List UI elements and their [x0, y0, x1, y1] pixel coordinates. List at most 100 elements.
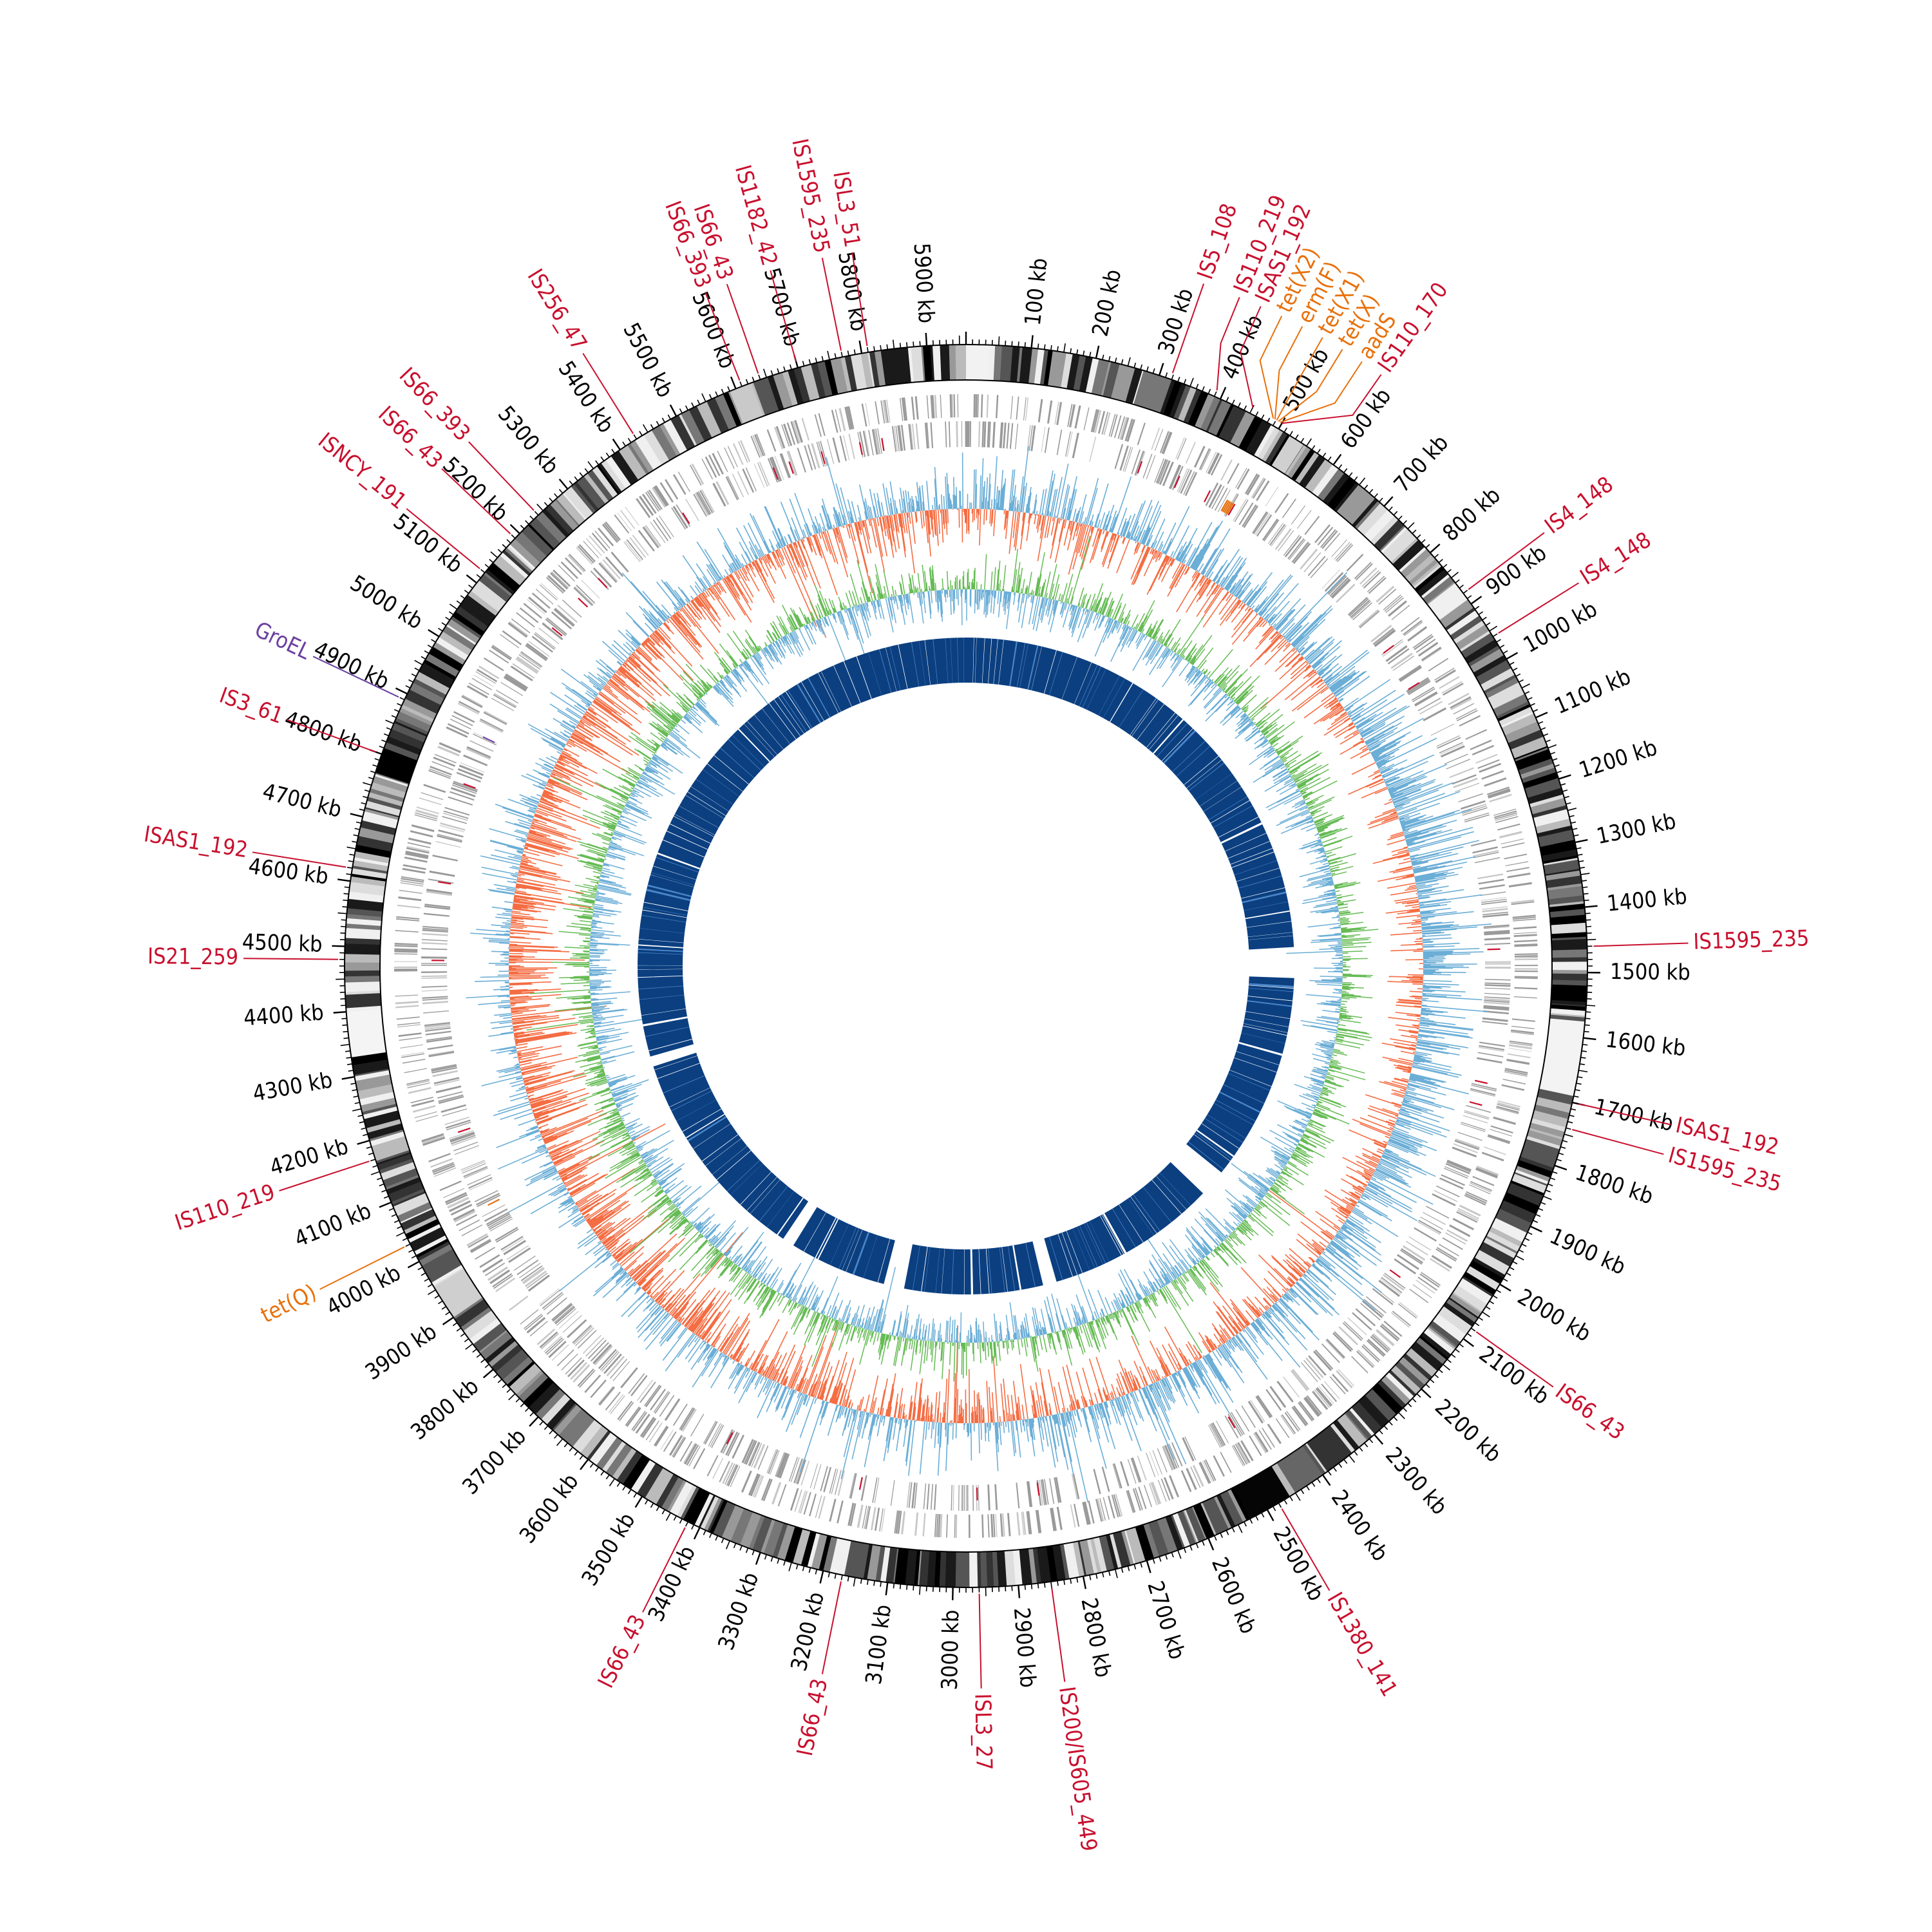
ideogram-band	[1547, 886, 1584, 900]
cds-feature	[592, 567, 612, 588]
tick-mark	[431, 639, 436, 643]
cds-feature	[1379, 1325, 1399, 1342]
ideogram-band	[987, 345, 996, 381]
ideogram-band	[1461, 632, 1495, 659]
tick-mark	[1383, 1425, 1388, 1430]
gc-skew-bar	[1407, 974, 1423, 976]
gc-skew-bar	[1315, 1211, 1341, 1229]
cds-feature	[1220, 459, 1233, 481]
tick-mark	[346, 873, 352, 875]
tick-mark	[388, 1208, 394, 1211]
cds-feature	[461, 1224, 483, 1236]
ideogram-band	[504, 547, 533, 574]
gc-skew-bar	[1412, 1051, 1416, 1053]
tick-mark	[1089, 1575, 1092, 1580]
tick-mark	[1564, 1133, 1573, 1137]
ideogram-band	[1432, 1313, 1466, 1343]
ideogram-band	[419, 1244, 453, 1266]
ideogram-band	[605, 1443, 632, 1477]
cds-feature	[606, 1356, 625, 1377]
ideogram-band	[793, 366, 811, 403]
tick-mark	[834, 1573, 837, 1579]
tick-mark	[1556, 770, 1562, 773]
cds-feature	[915, 423, 920, 450]
tick-mark	[1393, 511, 1398, 516]
ideogram-band	[459, 600, 493, 627]
ideogram-band	[760, 379, 774, 413]
gc-skew-bar	[1291, 676, 1321, 701]
tick-mark	[1095, 345, 1100, 359]
ideogram-band	[784, 1526, 803, 1563]
ideogram-band	[1542, 855, 1578, 864]
tick-mark	[777, 368, 780, 374]
cds-feature	[421, 792, 444, 800]
ideogram-band	[346, 907, 383, 916]
ideogram-band	[706, 399, 726, 434]
cds-feature	[1044, 427, 1050, 453]
tick-label: 1800 kb	[1572, 1160, 1656, 1210]
tick-mark	[770, 1556, 773, 1562]
gc-skew-bar	[1091, 521, 1094, 527]
gc-skew-bar	[1403, 857, 1411, 860]
cds-feature	[1514, 953, 1538, 956]
cds-feature	[1511, 901, 1535, 905]
gc-skew-bar	[851, 1408, 853, 1411]
gc-skew-bar	[1375, 1168, 1406, 1185]
tick-mark	[1374, 1434, 1384, 1445]
cds-feature	[926, 1483, 930, 1510]
gc-skew-bar	[1071, 1410, 1077, 1432]
ideogram-band	[1411, 562, 1441, 587]
ideogram-band	[914, 1549, 921, 1586]
tick-mark	[1524, 1237, 1530, 1241]
ideogram-band	[1506, 1191, 1540, 1206]
ideogram-band	[355, 1074, 392, 1092]
cds-feature	[811, 443, 820, 469]
tick-mark	[691, 1524, 695, 1530]
gc-skew-bar	[1422, 939, 1431, 941]
tick-mark	[612, 439, 621, 451]
tick-mark	[1244, 405, 1247, 411]
ideogram-band	[1482, 1237, 1517, 1259]
ideogram-band	[1535, 1097, 1572, 1113]
gc-skew-bar	[1239, 1332, 1251, 1347]
ideogram-band	[576, 475, 606, 509]
ideogram-band	[1501, 713, 1538, 736]
cds-feature	[1108, 1495, 1115, 1519]
cds-feature	[994, 1484, 998, 1510]
cds-feature	[1350, 600, 1370, 618]
tick-mark	[661, 1509, 665, 1515]
ideogram-band	[360, 820, 397, 835]
gc-skew-bar	[971, 1423, 972, 1461]
gc-skew-bar	[1300, 1277, 1335, 1310]
cds-feature	[1513, 934, 1537, 938]
ideogram-band	[540, 1393, 571, 1425]
tick-mark	[595, 460, 600, 466]
cds-feature	[999, 422, 1003, 448]
tick-mark	[1580, 1057, 1586, 1059]
cds-feature	[934, 1484, 937, 1510]
cds-feature	[1243, 505, 1259, 528]
ideogram-band	[1347, 494, 1376, 526]
tick-mark	[1332, 1466, 1337, 1472]
ideogram-band	[391, 723, 427, 743]
cds-feature	[1211, 486, 1225, 509]
ideogram-band	[792, 1528, 811, 1566]
ideogram-band	[1109, 1533, 1122, 1569]
gc-skew-bar	[1413, 1025, 1419, 1027]
ideogram-band	[1265, 431, 1288, 465]
gc-skew-bar	[1422, 995, 1482, 1001]
tick-mark	[693, 1527, 701, 1540]
tick-mark	[627, 438, 632, 443]
cds-feature	[1267, 522, 1283, 544]
gc-skew-bar	[1095, 1356, 1111, 1400]
tick-mark	[357, 1114, 363, 1117]
tick-label: 2600 kb	[1206, 1553, 1261, 1637]
ideogram-band	[874, 350, 886, 386]
cds-feature	[1458, 793, 1483, 802]
ideogram-band	[622, 1454, 650, 1490]
tick-mark	[1499, 1283, 1511, 1292]
tick-mark	[347, 1063, 353, 1066]
cds-feature	[1470, 1182, 1492, 1193]
ideogram-band	[367, 1123, 403, 1137]
